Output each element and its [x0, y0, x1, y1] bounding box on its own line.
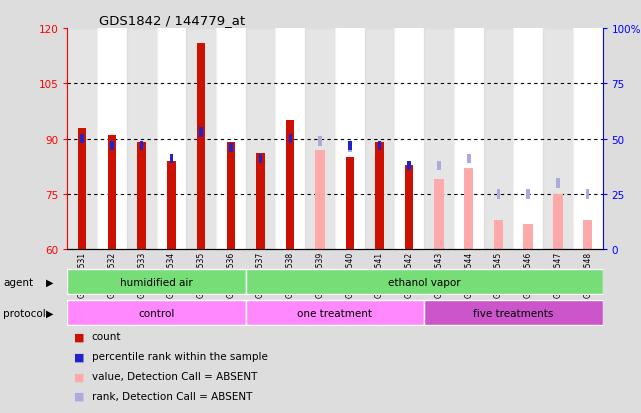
Bar [405, 165, 413, 250]
Bar [526, 190, 530, 199]
Text: ■: ■ [74, 391, 84, 401]
Bar [483, 29, 513, 250]
Bar [376, 143, 384, 250]
Bar [365, 29, 394, 250]
Bar [80, 135, 84, 144]
Bar [394, 29, 424, 250]
Bar [315, 150, 325, 250]
Bar [246, 301, 424, 325]
Text: ▶: ▶ [46, 308, 54, 318]
Bar [405, 165, 413, 250]
Bar [424, 301, 603, 325]
Text: count: count [92, 332, 121, 342]
Bar [454, 29, 483, 250]
Bar [348, 144, 351, 153]
Bar [467, 155, 470, 164]
Bar [543, 29, 573, 250]
Bar [246, 270, 603, 294]
Bar [286, 121, 294, 250]
Text: rank, Detection Call = ABSENT: rank, Detection Call = ABSENT [92, 391, 252, 401]
Text: percentile rank within the sample: percentile rank within the sample [92, 351, 267, 361]
Bar [156, 29, 187, 250]
Text: control: control [138, 308, 175, 318]
Bar [345, 158, 354, 250]
Text: ■: ■ [74, 351, 84, 361]
Bar [216, 29, 246, 250]
Text: ■: ■ [74, 371, 84, 381]
Bar [378, 141, 381, 151]
Bar [110, 141, 113, 151]
Bar [305, 29, 335, 250]
Bar [497, 190, 500, 199]
Bar [437, 161, 441, 171]
Bar [127, 29, 156, 250]
Text: five treatments: five treatments [473, 308, 554, 318]
Bar [97, 29, 127, 250]
Bar [335, 29, 365, 250]
Bar [199, 128, 203, 138]
Bar [108, 136, 116, 250]
Text: one treatment: one treatment [297, 308, 372, 318]
Bar [513, 29, 543, 250]
Text: value, Detection Call = ABSENT: value, Detection Call = ABSENT [92, 371, 257, 381]
Bar [553, 195, 563, 250]
Text: ■: ■ [74, 332, 84, 342]
Bar [586, 190, 590, 199]
Bar [345, 158, 354, 250]
Bar [276, 29, 305, 250]
Bar [140, 141, 144, 151]
Bar [256, 154, 265, 250]
Bar [319, 137, 322, 146]
Bar [494, 221, 503, 250]
Bar [167, 161, 176, 250]
Text: humidified air: humidified air [120, 277, 193, 287]
Bar [229, 144, 233, 153]
Text: ethanol vapor: ethanol vapor [388, 277, 460, 287]
Bar [556, 179, 560, 188]
Text: agent: agent [3, 277, 33, 287]
Bar [246, 29, 276, 250]
Text: protocol: protocol [3, 308, 46, 318]
Bar [288, 135, 292, 144]
Bar [583, 221, 592, 250]
Bar [137, 143, 146, 250]
Bar [424, 29, 454, 250]
Bar [378, 141, 381, 151]
Bar [348, 141, 351, 151]
Bar [187, 29, 216, 250]
Bar [408, 161, 411, 171]
Bar [259, 155, 262, 164]
Bar [408, 161, 411, 171]
Bar [170, 155, 173, 164]
Text: ▶: ▶ [46, 277, 54, 287]
Text: GDS1842 / 144779_at: GDS1842 / 144779_at [99, 14, 246, 27]
Bar [67, 270, 246, 294]
Bar [67, 301, 246, 325]
Bar [524, 224, 533, 250]
Bar [573, 29, 603, 250]
Bar [197, 44, 205, 250]
Bar [434, 180, 444, 250]
Bar [78, 128, 87, 250]
Bar [227, 143, 235, 250]
Bar [67, 29, 97, 250]
Bar [376, 143, 384, 250]
Bar [464, 169, 474, 250]
Bar [348, 141, 351, 151]
